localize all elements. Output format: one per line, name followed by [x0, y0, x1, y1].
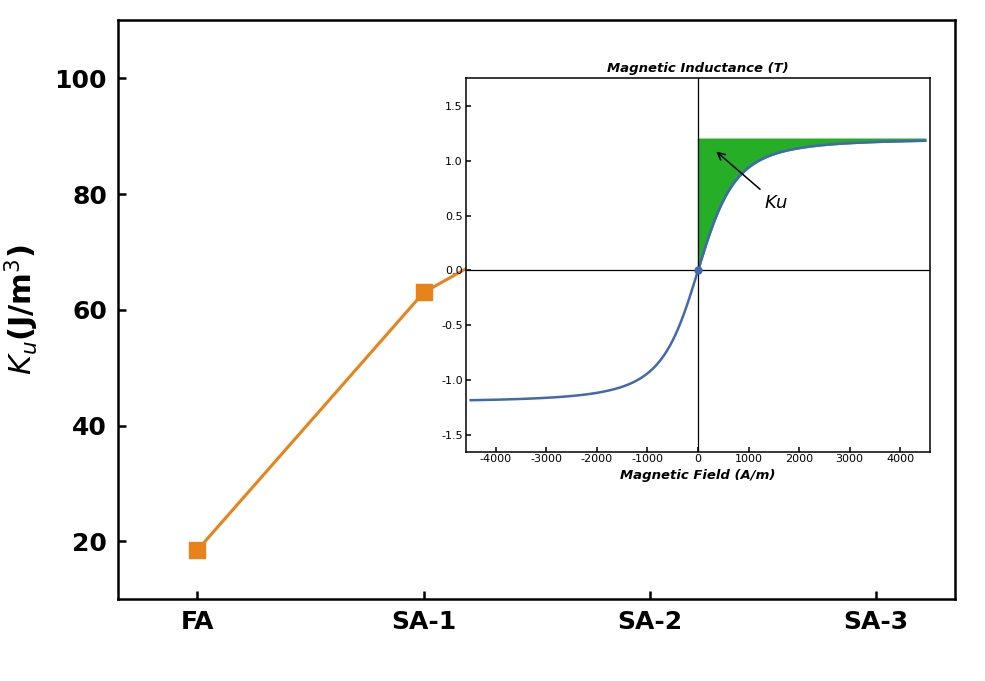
Point [416, 287, 431, 298]
Y-axis label: $K_u$(J/m$^3$): $K_u$(J/m$^3$) [2, 244, 40, 375]
Point [642, 160, 658, 171]
Point [189, 545, 205, 556]
Point [869, 108, 885, 118]
